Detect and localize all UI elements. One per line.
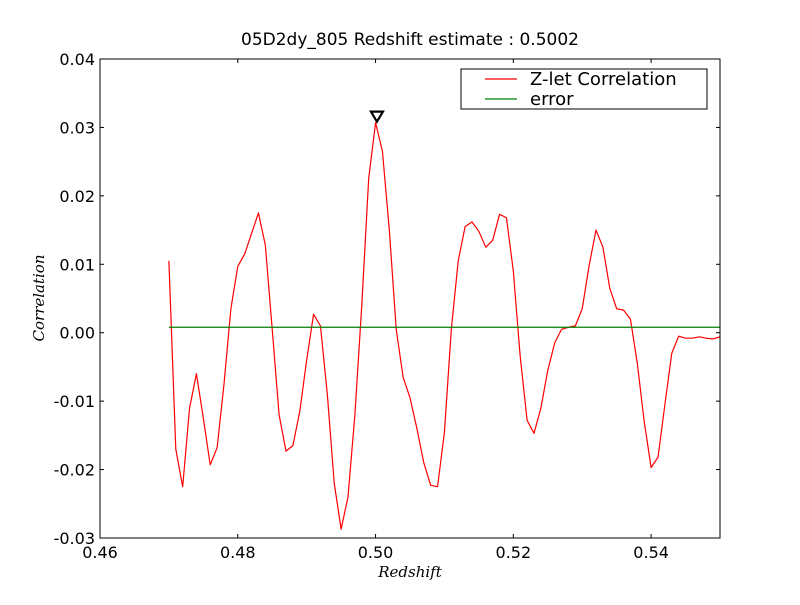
y-tick-label: 0.03 [59, 118, 95, 137]
legend-label-error: error [530, 89, 574, 110]
y-tick-label: 0.00 [59, 324, 95, 343]
y-tick-label: 0.01 [59, 255, 95, 274]
x-axis-label: Redshift [377, 563, 442, 581]
y-tick-label: -0.01 [54, 392, 95, 411]
y-axis-label: Correlation [30, 255, 48, 342]
y-tick-label: 0.04 [59, 50, 95, 69]
x-tick-label: 0.52 [496, 543, 532, 562]
legend-box [460, 68, 708, 110]
plot-area [168, 110, 720, 530]
y-tick-label: 0.02 [59, 187, 95, 206]
series-line-z-let-correlation [168, 122, 720, 530]
plot-content [168, 110, 720, 530]
redshift-estimate-marker [368, 110, 385, 124]
x-tick-label: 0.46 [82, 543, 118, 562]
x-tick-label: 0.50 [358, 543, 394, 562]
axes-frame [99, 58, 721, 539]
axes: 0.46 0.48 0.50 0.52 0.54 0.04 0.03 0.02 0.01 0.00… [54, 50, 721, 562]
chart-title: 05D2dy_805 Redshift estimate : 0.5002 [241, 30, 579, 50]
y-tick-label: -0.02 [54, 461, 95, 480]
x-tick-label: 0.54 [633, 543, 669, 562]
x-tick-label: 0.48 [220, 543, 256, 562]
legend-label-z-let-correlation: Z-let Correlation [530, 69, 677, 90]
y-tick-label: -0.03 [54, 529, 95, 548]
